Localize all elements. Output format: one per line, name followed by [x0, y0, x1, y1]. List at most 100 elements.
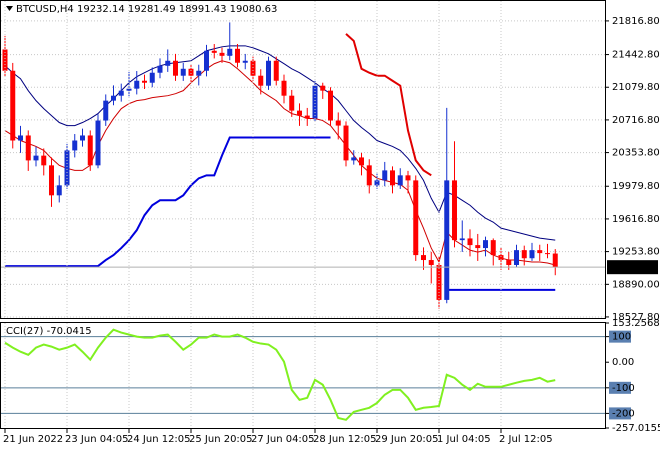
candle-body [506, 260, 512, 265]
y-tick-label: 18890.00 [612, 279, 660, 290]
x-tick-label: 25 Jun 20:05 [189, 434, 253, 445]
candle-body [95, 120, 101, 166]
candle-body [498, 255, 504, 261]
candle-body [475, 245, 481, 249]
candle-body [421, 255, 426, 261]
y-tick-label: 0.00 [612, 357, 634, 368]
x-tick-label: 21 Jun 2022 [3, 434, 63, 445]
y-tick-label: 19253.80 [612, 247, 660, 258]
y-tick-label: -100 [612, 383, 635, 394]
candle-body [382, 170, 388, 181]
candle-body [428, 260, 434, 265]
candle-body [366, 165, 372, 186]
candle-body [281, 80, 287, 96]
candle-body [173, 60, 178, 76]
current-price-box [607, 260, 658, 275]
candle-body [219, 52, 225, 56]
candle-body [297, 110, 302, 116]
chart-title: BTCUSD,H4 19232.14 19281.49 18991.43 190… [16, 4, 277, 15]
x-tick-label: 24 Jun 12:05 [127, 434, 191, 445]
candle-body [374, 180, 380, 186]
candle-body [258, 75, 264, 86]
candle-body [545, 253, 550, 255]
candle-body [196, 70, 202, 76]
current-price-label: 19080.63 [611, 262, 659, 273]
candle-body [64, 150, 70, 186]
candle-body [266, 60, 271, 86]
candle-body [467, 238, 473, 246]
candle-body [390, 170, 395, 186]
y-tick-label: 100 [612, 332, 631, 343]
cci-title: CCI(27) -70.0415 [6, 326, 92, 337]
cci-pane [0, 322, 606, 429]
candle-body [459, 238, 465, 241]
candle-body [33, 155, 39, 161]
candle-body [134, 80, 140, 89]
candle-body [25, 135, 31, 161]
y-tick-label: 20353.80 [612, 148, 660, 159]
candle-body [483, 240, 488, 249]
level-label-box [609, 407, 631, 420]
candle-body [142, 80, 147, 83]
candle-body [56, 185, 62, 196]
y-tick-label: 19979.80 [612, 181, 660, 192]
candle-body [2, 49, 8, 71]
indicator-line [345, 33, 432, 177]
candle-body [204, 50, 209, 71]
candle-body [80, 135, 85, 141]
pane-menu-icon[interactable] [6, 6, 13, 11]
candle-body [521, 250, 527, 259]
candle-body [227, 48, 233, 56]
x-tick-label: 28 Jun 12:05 [313, 434, 377, 445]
candle-body [335, 120, 341, 126]
candle-body [529, 250, 535, 259]
candle-body [87, 135, 93, 166]
x-tick-label: 1 Jul 04:05 [437, 434, 491, 445]
candle-body [514, 250, 519, 265]
candle-body [351, 157, 357, 161]
candle-body [552, 253, 558, 268]
candle-body [312, 85, 318, 119]
candle-body [328, 90, 333, 121]
candle-body [273, 60, 279, 81]
candle-body [149, 72, 155, 83]
candle-body [490, 240, 496, 256]
level-label-box [609, 381, 631, 394]
candle-body [165, 60, 171, 66]
candle-body [289, 95, 295, 111]
candle-body [111, 95, 116, 101]
y-tick-label: 18527.80 [612, 312, 660, 323]
x-tick-label: 27 Jun 04:05 [251, 434, 315, 445]
candle-body [18, 135, 23, 141]
y-tick-label: 21816.80 [612, 16, 660, 27]
candle-body [436, 264, 442, 300]
y-tick-label: -200 [612, 408, 635, 419]
candle-body [180, 68, 186, 76]
candle-body [126, 88, 132, 91]
indicator-line [4, 45, 556, 241]
candle-body [211, 50, 217, 53]
candle-body [343, 125, 349, 161]
main-pane [0, 0, 606, 319]
y-tick-label: 21079.80 [612, 82, 660, 93]
candle-body [118, 90, 124, 96]
candle-body [157, 65, 163, 73]
candle-body [320, 85, 326, 91]
candle-body [49, 165, 54, 196]
candle-body [304, 115, 310, 119]
candle-body [444, 180, 450, 300]
x-tick-label: 23 Jun 04:05 [65, 434, 129, 445]
y-tick-label: -257.0155 [612, 423, 660, 434]
candle-body [405, 175, 411, 181]
candle-body [41, 155, 47, 166]
candle-body [72, 140, 78, 151]
cci-line [4, 328, 556, 421]
candle-body [242, 60, 248, 63]
candle-body [452, 180, 457, 241]
candle-body [250, 60, 256, 76]
y-tick-label: 153.2568 [612, 318, 660, 329]
candle-body [537, 250, 543, 254]
level-label-box [609, 330, 631, 343]
candle-body [397, 175, 403, 186]
